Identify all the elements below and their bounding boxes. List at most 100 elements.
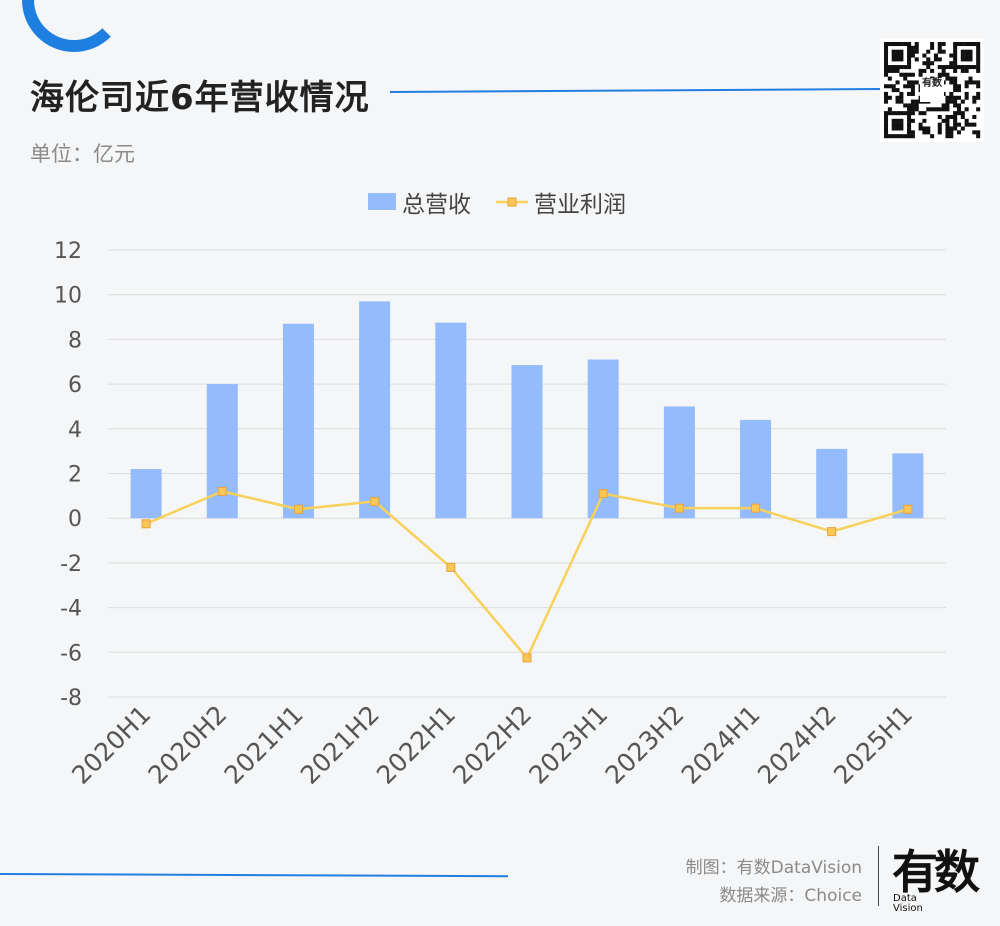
qr-module (960, 126, 965, 131)
qr-module (972, 80, 977, 85)
qr-module (884, 99, 889, 104)
qr-module (968, 76, 973, 81)
qr-module (949, 114, 954, 119)
point-profit-2024H2 (827, 527, 837, 537)
qr-module (953, 95, 958, 100)
qr-module (907, 122, 912, 127)
qr-module (953, 118, 958, 123)
qr-module (937, 122, 942, 127)
qr-module (937, 45, 942, 50)
qr-module (907, 118, 912, 123)
qr-module (960, 49, 965, 54)
qr-module (945, 134, 950, 139)
qr-module (884, 134, 889, 139)
qr-module (964, 107, 969, 112)
qr-module (945, 72, 950, 77)
qr-module (937, 65, 942, 70)
qr-module (956, 130, 961, 135)
qr-module (910, 118, 915, 123)
qr-module (884, 130, 889, 135)
qr-module (884, 111, 889, 116)
x-tick-label: 2020H1 (66, 700, 156, 790)
qr-module (949, 76, 954, 81)
qr-module (891, 118, 896, 123)
qr-module (968, 53, 973, 58)
qr-module (884, 61, 889, 66)
qr-module (903, 111, 908, 116)
qr-module (884, 95, 889, 100)
qr-module (914, 57, 919, 62)
y-tick-label: 12 (54, 239, 82, 264)
qr-module (895, 42, 900, 47)
qr-module (972, 122, 977, 127)
y-tick-label: 4 (68, 418, 82, 443)
qr-module (903, 103, 908, 108)
qr-module (960, 57, 965, 62)
qr-module (960, 53, 965, 58)
qr-center-label: 有数 (920, 78, 944, 102)
qr-module (953, 122, 958, 127)
qr-module (926, 61, 931, 66)
qr-module (933, 53, 938, 58)
qr-module (891, 122, 896, 127)
qr-module (930, 45, 935, 50)
qr-module (887, 95, 892, 100)
qr-module (914, 49, 919, 54)
qr-module (941, 107, 946, 112)
qr-module (937, 130, 942, 135)
qr-module (899, 49, 904, 54)
qr-module (964, 53, 969, 58)
qr-module (949, 53, 954, 58)
qr-module (968, 80, 973, 85)
qr-module (903, 42, 908, 47)
logo-divider (878, 846, 879, 906)
qr-module (899, 95, 904, 100)
qr-module (899, 122, 904, 127)
qr-module (899, 72, 904, 77)
qr-module (910, 84, 915, 89)
qr-module (899, 65, 904, 70)
legend: 总营收 营业利润 (368, 192, 626, 218)
qr-module (907, 61, 912, 66)
qr-module (941, 103, 946, 108)
qr-module (945, 130, 950, 135)
qr-module (968, 49, 973, 54)
qr-module (964, 65, 969, 70)
x-tick-label: 2022H2 (447, 700, 537, 790)
qr-module (960, 68, 965, 73)
qr-module (887, 65, 892, 70)
qr-module (937, 42, 942, 47)
qr-module (884, 42, 889, 47)
qr-module (887, 76, 892, 81)
y-tick-label: 2 (68, 463, 82, 488)
qr-module (964, 91, 969, 96)
qr-module (953, 57, 958, 62)
qr-code[interactable]: 有数 (880, 38, 984, 142)
qr-module (899, 126, 904, 131)
bar-revenue-2020H1 (130, 469, 162, 519)
qr-module (949, 95, 954, 100)
y-tick-label: 0 (68, 507, 82, 532)
qr-module (887, 42, 892, 47)
qr-module (953, 76, 958, 81)
qr-module (907, 84, 912, 89)
qr-module (960, 65, 965, 70)
qr-module (910, 107, 915, 112)
qr-module (910, 99, 915, 104)
qr-module (926, 107, 931, 112)
x-tick-label: 2020H2 (142, 700, 232, 790)
qr-module (953, 84, 958, 89)
qr-module (972, 95, 977, 100)
qr-module (960, 42, 965, 47)
qr-module (953, 99, 958, 104)
qr-module (907, 103, 912, 108)
qr-module (956, 65, 961, 70)
qr-module (945, 76, 950, 81)
qr-module (899, 118, 904, 123)
qr-module (960, 99, 965, 104)
qr-module (884, 118, 889, 123)
qr-module (945, 95, 950, 100)
qr-module (887, 84, 892, 89)
qr-module (914, 99, 919, 104)
qr-module (968, 57, 973, 62)
